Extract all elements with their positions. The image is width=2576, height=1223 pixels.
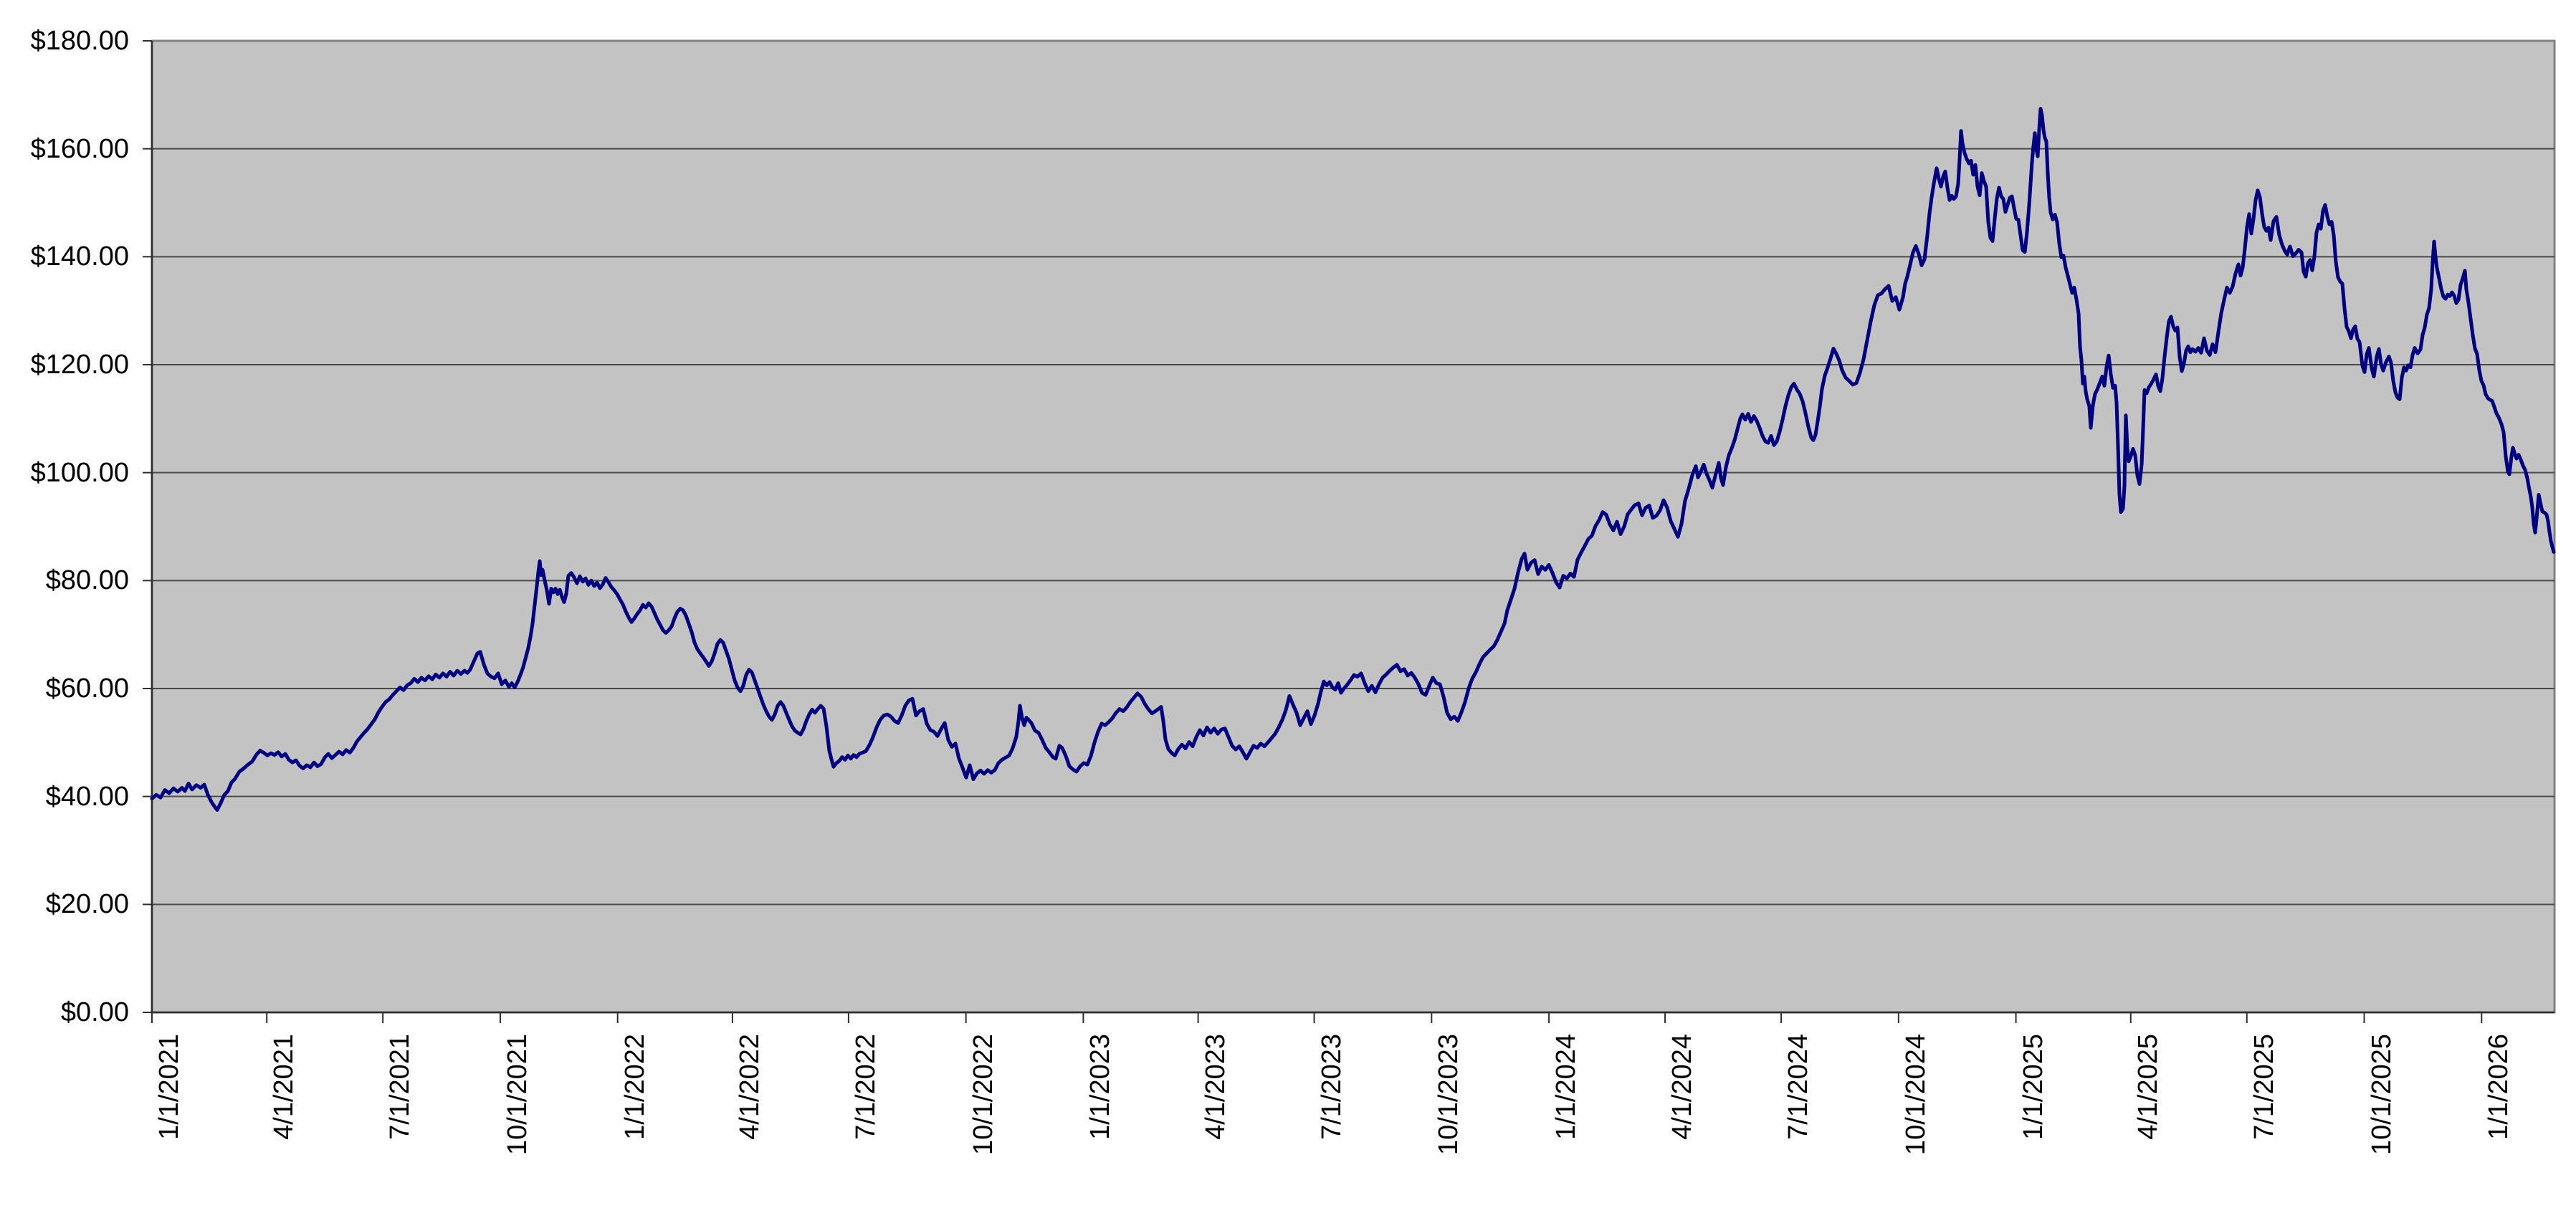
x-axis-label: 7/1/2021 — [385, 1034, 416, 1140]
x-axis-label: 1/1/2026 — [2484, 1034, 2514, 1140]
x-axis-label: 10/1/2023 — [1434, 1034, 1464, 1156]
x-axis-label: 10/1/2024 — [1900, 1034, 1931, 1156]
x-axis-label: 1/1/2025 — [2018, 1034, 2048, 1140]
x-axis-label: 4/1/2024 — [1667, 1034, 1698, 1140]
x-axis-label: 1/1/2021 — [154, 1034, 184, 1140]
x-axis-label: 7/1/2024 — [1783, 1034, 1814, 1140]
x-axis-label: 1/1/2022 — [619, 1034, 650, 1140]
y-axis-label: $40.00 — [45, 781, 129, 812]
x-axis-label: 1/1/2024 — [1551, 1034, 1582, 1140]
y-axis-label: $180.00 — [30, 26, 129, 56]
y-axis-label: $80.00 — [45, 565, 129, 596]
y-axis-label: $140.00 — [30, 241, 129, 272]
y-axis-label: $60.00 — [45, 673, 129, 704]
x-axis-label: 10/1/2025 — [2366, 1034, 2397, 1156]
y-axis-label: $120.00 — [30, 350, 129, 380]
y-axis-label: $20.00 — [45, 889, 129, 920]
x-axis-label: 10/1/2022 — [968, 1034, 998, 1156]
x-axis-label: 4/1/2022 — [734, 1034, 765, 1140]
x-axis-label: 4/1/2025 — [2132, 1034, 2163, 1140]
plot-area — [151, 39, 2556, 1014]
y-axis-label: $100.00 — [30, 457, 129, 488]
x-axis-label: 4/1/2021 — [269, 1034, 300, 1140]
y-axis-label: $160.00 — [30, 133, 129, 164]
x-axis-label: 7/1/2022 — [850, 1034, 881, 1140]
y-axis-label: $0.00 — [60, 997, 129, 1027]
x-axis-label: 10/1/2021 — [502, 1034, 533, 1156]
price-line — [150, 107, 2556, 812]
x-axis-label: 4/1/2023 — [1200, 1034, 1231, 1140]
x-axis-label: 1/1/2023 — [1085, 1034, 1116, 1140]
x-axis-label: 7/1/2025 — [2248, 1034, 2279, 1140]
x-axis-label: 7/1/2023 — [1316, 1034, 1347, 1140]
